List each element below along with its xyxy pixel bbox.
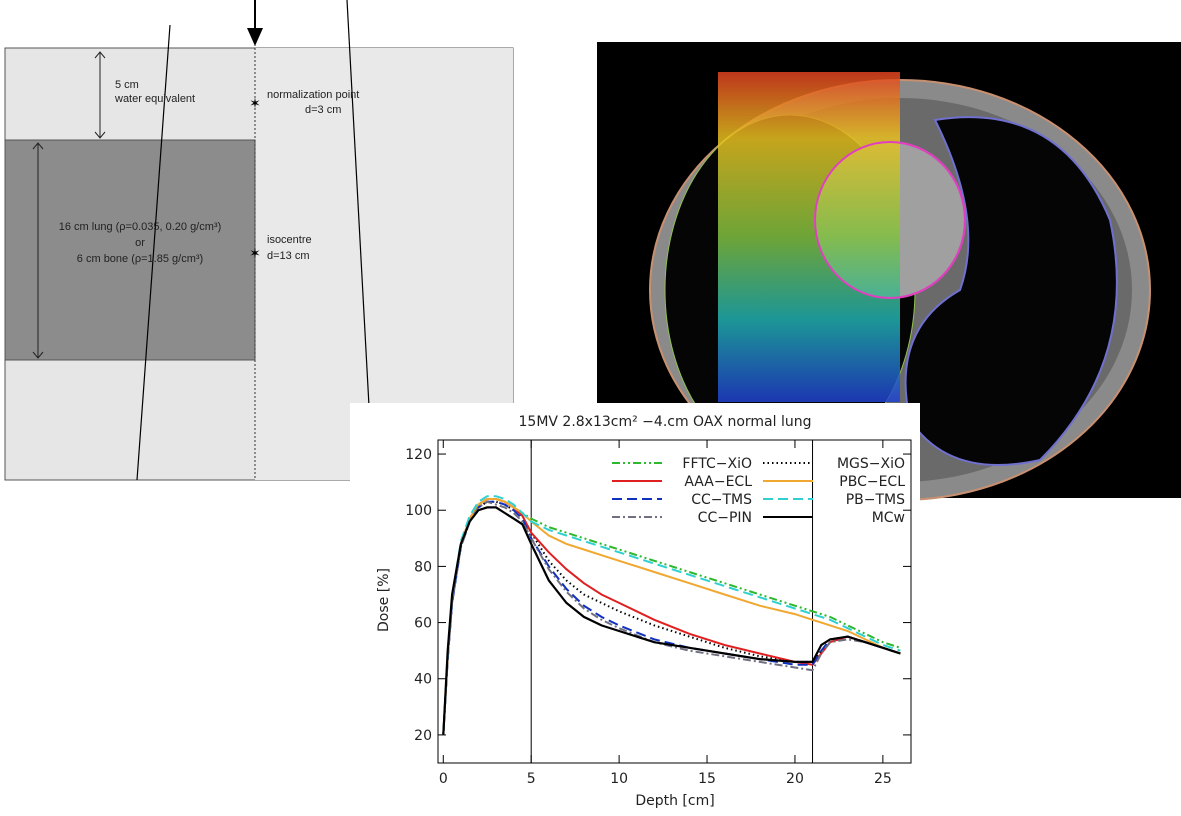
legend-label: MGS−XiO	[837, 456, 905, 472]
label: d=3 cm	[305, 104, 341, 116]
y-tick-label: 120	[405, 447, 432, 463]
legend-label: FFTC−XiO	[682, 456, 752, 472]
point-marker: ✶	[249, 96, 261, 112]
series-line	[442, 506, 901, 735]
x-tick-label: 0	[439, 771, 448, 787]
series-line	[442, 500, 901, 735]
plot-frame	[437, 439, 912, 764]
legend-label: PB−TMS	[846, 492, 905, 508]
label: isocentre	[267, 234, 312, 246]
arrowhead	[32, 142, 44, 150]
chart: 15MV 2.8x13cm² −4.cm OAX normal lung Dep…	[376, 414, 912, 809]
lung	[904, 116, 1118, 466]
arrowhead	[94, 51, 106, 59]
x-tick-label: 5	[527, 771, 536, 787]
y-tick-label: 60	[414, 616, 432, 632]
arrowhead	[32, 351, 44, 359]
y-tick-label: 100	[405, 503, 432, 519]
y-tick-label: 40	[414, 672, 432, 688]
heart-contour	[814, 141, 966, 299]
beam-edge	[346, 0, 374, 481]
x-axis-label: Depth [cm]	[635, 793, 714, 809]
label: normalization point	[267, 89, 359, 101]
y-axis-label: Dose [%]	[376, 568, 392, 632]
y-tick-label: 20	[414, 728, 432, 744]
label: water equivalent	[114, 93, 195, 105]
series-line	[442, 500, 901, 735]
series-line	[442, 495, 901, 735]
legend-label: CC−TMS	[691, 492, 752, 508]
label: or	[135, 237, 145, 249]
phantom-diagram: ✶ ✶ 5 cm water equivalent normalization …	[4, 0, 514, 481]
beam-arrowhead	[247, 28, 263, 46]
insert-block	[4, 139, 256, 361]
label: 5 cm	[115, 79, 139, 91]
legend-label: AAA−ECL	[684, 474, 752, 490]
legend-label: CC−PIN	[698, 510, 752, 526]
legend-label: MCw	[872, 510, 905, 526]
x-tick-label: 15	[698, 771, 716, 787]
chart-title: 15MV 2.8x13cm² −4.cm OAX normal lung	[519, 414, 812, 430]
point-marker: ✶	[249, 246, 261, 262]
ct-image	[597, 42, 1181, 501]
label: 6 cm bone (ρ=1.85 g/cm³)	[77, 253, 203, 265]
label: d=13 cm	[267, 250, 310, 262]
x-tick-label: 25	[874, 771, 892, 787]
label: 16 cm lung (ρ=0.035, 0.20 g/cm³)	[59, 221, 221, 233]
legend-label: PBC−ECL	[839, 474, 905, 490]
beam-edge	[136, 24, 171, 481]
y-tick-label: 80	[414, 559, 432, 575]
x-tick-label: 10	[610, 771, 628, 787]
series-line	[442, 498, 901, 735]
x-tick-label: 20	[786, 771, 804, 787]
dose-wash	[718, 72, 900, 402]
arrowhead	[94, 131, 106, 139]
